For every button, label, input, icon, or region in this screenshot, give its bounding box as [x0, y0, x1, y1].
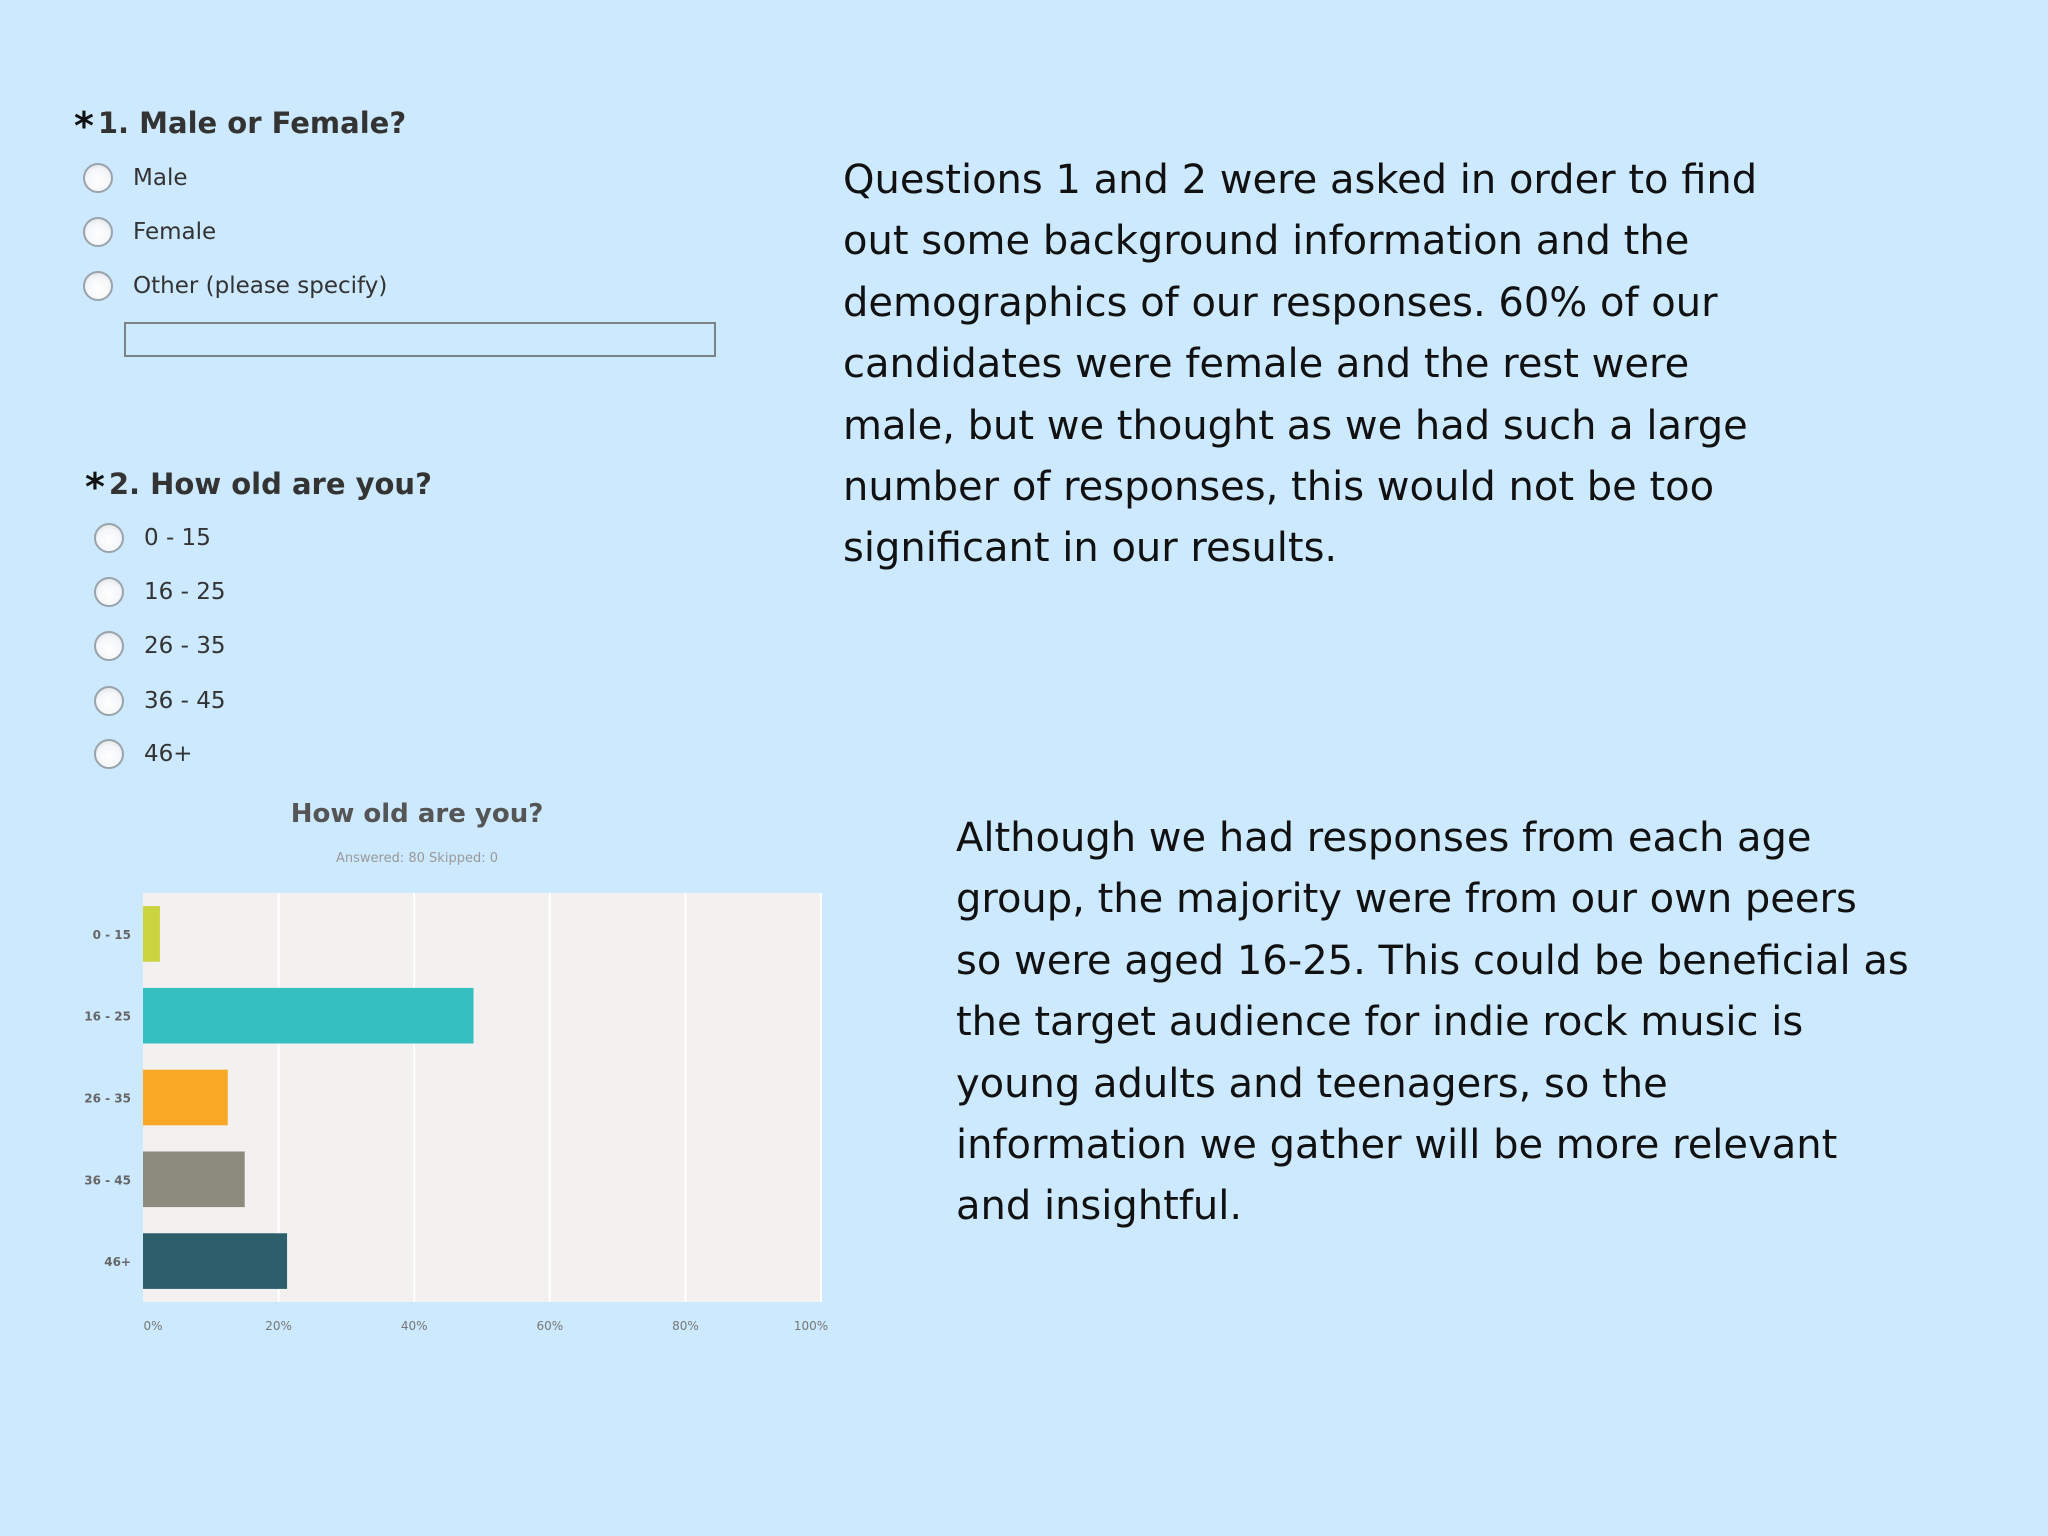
- other-specify-input[interactable]: [124, 322, 716, 357]
- paragraph-line: candidates were female and the rest were: [843, 341, 1690, 388]
- paragraph-line: Although we had responses from each age: [956, 815, 1812, 861]
- y-tick-label: 16 - 25: [84, 1010, 131, 1024]
- paragraph-line: information we gather will be more relev…: [956, 1122, 1838, 1169]
- paragraph-line: the target audience for indie rock music…: [956, 999, 1804, 1046]
- y-tick-label: 36 - 45: [84, 1173, 131, 1187]
- x-tick-label: 0%: [143, 1319, 162, 1333]
- option-male[interactable]: Male: [83, 163, 187, 193]
- question-2-title: * 2. How old are you?: [85, 465, 432, 509]
- radio-button[interactable]: [83, 271, 113, 301]
- bar: [143, 1151, 245, 1208]
- chart-title: How old are you?: [291, 799, 544, 829]
- x-tick-label: 60%: [536, 1319, 563, 1333]
- paragraph-line: male, but we thought as we had such a la…: [843, 402, 1748, 449]
- question-1-title: * 1. Male or Female?: [74, 104, 406, 148]
- option-age-16-25[interactable]: 16 - 25: [94, 577, 225, 607]
- bar: [143, 1069, 228, 1126]
- option-label: 26 - 35: [144, 633, 226, 659]
- option-label: Male: [133, 165, 188, 191]
- radio-button[interactable]: [94, 686, 124, 716]
- x-tick-label: 100%: [794, 1319, 828, 1333]
- paragraph-line: and insightful.: [956, 1183, 1243, 1230]
- paragraph-line: Questions 1 and 2 were asked in order to…: [843, 157, 1758, 203]
- bar: [143, 987, 474, 1044]
- x-tick-label: 20%: [265, 1319, 292, 1333]
- radio-button[interactable]: [83, 163, 113, 193]
- y-tick-label: 26 - 35: [84, 1092, 131, 1106]
- question-1-text: 1. Male or Female?: [97, 106, 407, 140]
- y-tick-label: 0 - 15: [93, 928, 131, 942]
- radio-button[interactable]: [94, 631, 124, 661]
- bar: [143, 1233, 288, 1289]
- radio-button[interactable]: [94, 577, 124, 607]
- x-tick-label: 40%: [401, 1319, 428, 1333]
- option-other[interactable]: Other (please specify): [83, 271, 387, 301]
- option-age-46-plus[interactable]: 46+: [94, 739, 193, 769]
- explanation-paragraph-1: Questions 1 and 2 were asked in order to…: [843, 150, 1757, 580]
- y-tick-label: 46+: [104, 1255, 131, 1269]
- radio-button[interactable]: [83, 217, 113, 247]
- required-asterisk: *: [74, 104, 94, 148]
- explanation-paragraph-2: Although we had responses from each age …: [956, 808, 1909, 1238]
- plot-area: [143, 893, 821, 1302]
- option-label: Female: [133, 219, 217, 245]
- x-tick-label: 80%: [672, 1319, 699, 1333]
- paragraph-line: so were aged 16-25. This could be benefi…: [956, 937, 1909, 984]
- paragraph-line: significant in our results.: [843, 525, 1338, 572]
- required-asterisk: *: [85, 465, 105, 509]
- paragraph-line: out some background information and the: [843, 218, 1690, 265]
- question-2-text: 2. How old are you?: [108, 467, 432, 501]
- option-label: 0 - 15: [144, 525, 211, 551]
- option-female[interactable]: Female: [83, 217, 216, 247]
- paragraph-line: demographics of our responses. 60% of ou…: [843, 279, 1718, 326]
- paragraph-line: group, the majority were from our own pe…: [956, 876, 1857, 923]
- option-age-36-45[interactable]: 36 - 45: [94, 686, 225, 716]
- option-label: 46+: [144, 741, 193, 767]
- radio-button[interactable]: [94, 739, 124, 769]
- radio-button[interactable]: [94, 523, 124, 553]
- paragraph-line: number of responses, this would not be t…: [843, 464, 1715, 511]
- option-label: 36 - 45: [144, 688, 226, 714]
- option-age-0-15[interactable]: 0 - 15: [94, 523, 211, 553]
- chart-subtitle: Answered: 80 Skipped: 0: [336, 851, 498, 866]
- bar: [143, 906, 160, 962]
- option-age-26-35[interactable]: 26 - 35: [94, 631, 225, 661]
- option-label: Other (please specify): [133, 273, 388, 299]
- paragraph-line: young adults and teenagers, so the: [956, 1060, 1668, 1107]
- option-label: 16 - 25: [144, 579, 226, 605]
